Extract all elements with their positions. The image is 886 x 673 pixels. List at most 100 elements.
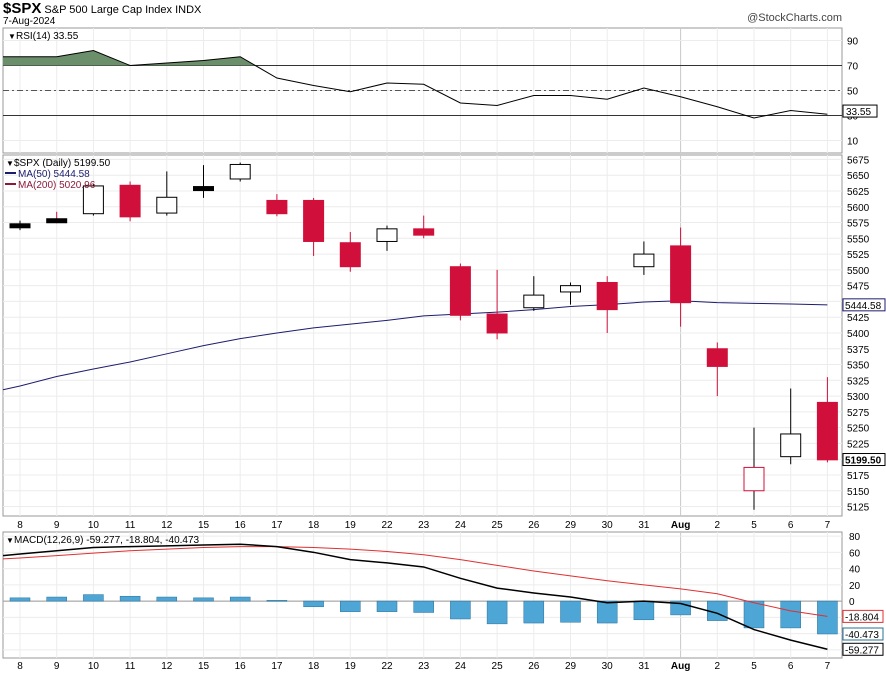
- macd-current-box: [842, 627, 884, 641]
- macd-tick-label: 80: [849, 532, 861, 543]
- macd-histogram-bar: [743, 600, 765, 629]
- credit: @StockCharts.com: [747, 12, 842, 24]
- macd-current-value: -18.804: [845, 612, 879, 623]
- candle-body: [743, 466, 765, 492]
- x-tick-label: 2: [715, 520, 721, 531]
- price-tick-label: 5550: [847, 234, 870, 245]
- x-tick-label: 24: [455, 661, 467, 672]
- rsi-overbought-fill: [130, 56, 256, 66]
- x-tick-label: 9: [54, 661, 60, 672]
- candle-body: [449, 266, 471, 316]
- rsi-tick-label: 90: [847, 37, 859, 48]
- x-tick-label: 17: [271, 520, 283, 531]
- rsi-legend-icon: ▼: [8, 32, 16, 41]
- candle-body: [266, 199, 288, 215]
- x-tick-label: 10: [88, 661, 100, 672]
- x-tick-label: 29: [565, 661, 577, 672]
- x-tick-label: 12: [161, 520, 173, 531]
- rsi-line: [3, 49, 828, 119]
- candle-body: [193, 186, 214, 192]
- macd-histogram-bar: [83, 594, 104, 602]
- index-name: S&P 500 Large Cap Index: [44, 4, 173, 16]
- macd-current-value: -40.473: [845, 630, 879, 641]
- price-current-value: 5199.50: [845, 456, 882, 467]
- x-tick-label: 16: [235, 520, 247, 531]
- macd-histogram-bar: [376, 600, 398, 612]
- ma50-current-box: [842, 298, 886, 312]
- price-tick-label: 5575: [847, 219, 870, 230]
- candle-body: [82, 185, 104, 215]
- macd-histogram-bar: [193, 597, 214, 602]
- macd-histogram-bar: [229, 596, 251, 602]
- price-tick-label: 5225: [847, 439, 870, 450]
- x-tick-label: 15: [198, 520, 210, 531]
- x-tick-label: 9: [54, 520, 60, 531]
- macd-histogram-bar: [9, 597, 31, 602]
- x-tick-label: 18: [308, 661, 320, 672]
- macd-histogram-bar: [523, 600, 545, 624]
- chart-header: $SPX S&P 500 Large Cap Index INDX: [3, 0, 201, 17]
- x-tick-label: 15: [198, 661, 210, 672]
- macd-line: [2, 543, 828, 651]
- x-tick-label: 30: [602, 520, 614, 531]
- x-tick-label: 12: [161, 661, 173, 672]
- macd-histogram-bar: [413, 600, 434, 613]
- macd-current-box: [842, 609, 884, 623]
- price-tick-label: 5325: [847, 376, 870, 387]
- price-tick-label: 5150: [847, 487, 870, 498]
- rsi-current-value: 33.55: [846, 107, 871, 118]
- price-legend-title: $SPX (Daily) 5199.50: [14, 158, 111, 169]
- rsi-tick-label: 50: [847, 87, 859, 98]
- x-tick-label: 31: [638, 661, 650, 672]
- ma50-line: [2, 300, 828, 391]
- x-tick-label: 7: [825, 661, 831, 672]
- candle-body: [303, 199, 325, 242]
- macd-histogram-bar: [817, 600, 838, 635]
- candle-body: [523, 294, 545, 309]
- ma50-current-value: 5444.58: [845, 301, 882, 312]
- chart-date: 7-Aug-2024: [3, 16, 56, 27]
- price-tick-label: 5650: [847, 171, 870, 182]
- x-tick-label: 25: [492, 520, 504, 531]
- x-tick-label: 31: [638, 520, 650, 531]
- macd-histogram-bar: [46, 596, 67, 602]
- rsi-tick-label: 10: [847, 137, 859, 148]
- price-panel-frame: [2, 154, 843, 517]
- price-tick-label: 5275: [847, 408, 870, 419]
- candle-body: [816, 401, 838, 461]
- macd-panel-frame: [2, 531, 843, 659]
- ma200-legend-label: MA(200) 5020.96: [18, 180, 96, 191]
- x-tick-label: 29: [565, 520, 577, 531]
- price-tick-label: 5675: [847, 155, 870, 166]
- candle-body: [376, 228, 398, 242]
- price-tick-label: 5600: [847, 203, 870, 214]
- candle-body: [560, 285, 581, 293]
- x-tick-label: 24: [455, 520, 467, 531]
- x-tick-label: 22: [381, 661, 393, 672]
- rsi-legend-label: RSI(14) 33.55: [16, 31, 79, 42]
- price-tick-label: 5350: [847, 361, 870, 372]
- x-tick-label: 5: [751, 520, 757, 531]
- price-tick-label: 5175: [847, 471, 870, 482]
- exchange: INDX: [175, 4, 202, 16]
- price-tick-label: 5525: [847, 250, 870, 261]
- price-tick-label: 5300: [847, 392, 870, 403]
- candle-body: [339, 242, 361, 268]
- ma50-legend-label: MA(50) 5444.58: [18, 169, 90, 180]
- x-tick-label: 23: [418, 661, 430, 672]
- macd-current-box: [842, 642, 884, 656]
- macd-histogram-bar: [560, 600, 581, 623]
- x-tick-label: 19: [345, 661, 357, 672]
- price-legend-icon: ▼: [6, 159, 14, 168]
- candle-body: [413, 228, 435, 236]
- x-tick-label: 19: [345, 520, 357, 531]
- x-tick-label: 6: [788, 520, 794, 531]
- x-tick-label: 7: [825, 520, 831, 531]
- macd-tick-label: 40: [849, 565, 861, 576]
- x-tick-label: Aug: [671, 661, 690, 672]
- price-tick-label: 5400: [847, 329, 870, 340]
- price-tick-label: 5375: [847, 345, 870, 356]
- x-tick-label: 18: [308, 520, 320, 531]
- x-tick-label: 5: [751, 661, 757, 672]
